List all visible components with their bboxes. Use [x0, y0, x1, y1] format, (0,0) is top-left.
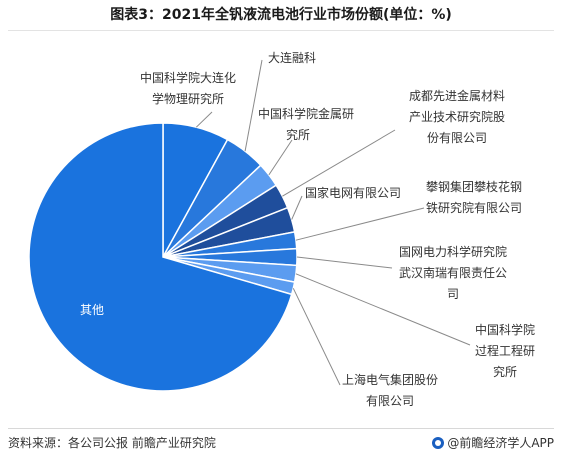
leader-line — [295, 207, 425, 241]
label-pangang: 攀钢集团攀枝花钢 铁研究院有限公司 — [426, 177, 522, 219]
source-note: 资料来源：各公司公报 前瞻产业研究院 — [8, 436, 216, 450]
label-line: 产业技术研究院股 — [408, 110, 505, 124]
label-line: 有限公司 — [365, 394, 414, 408]
label-line: 国网电力科学研究院 — [398, 245, 507, 259]
label-line: 武汉南瑞有限责任公 — [398, 266, 507, 280]
leader-line — [195, 111, 213, 128]
label-dalian-chem: 中国科学院大连化 学物理研究所 — [128, 68, 248, 110]
label-line: 究所 — [286, 128, 311, 142]
label-line: 份有限公司 — [426, 131, 487, 145]
label-line: 司 — [446, 287, 459, 301]
label-line: 国家电网有限公司 — [305, 186, 402, 200]
leader-line — [295, 273, 471, 346]
chart-title: 图表3：2021年全钒液流电池行业市场份额(单位：%) — [110, 7, 452, 23]
label-line: 中国科学院 — [474, 323, 535, 337]
leader-line — [268, 139, 293, 176]
brand-logo-icon — [432, 436, 445, 449]
brand-credit: @前瞻经济学人APP — [432, 434, 554, 451]
label-nari: 国网电力科学研究院 武汉南瑞有限责任公 司 — [388, 242, 518, 305]
label-chengdu: 成都先进金属材料 产业技术研究院股 份有限公司 — [392, 86, 522, 149]
leader-line — [282, 129, 396, 197]
label-process: 中国科学院 过程工程研 究所 — [470, 320, 540, 383]
label-line: 铁研究院有限公司 — [426, 201, 523, 215]
slice-other — [28, 122, 293, 392]
label-line: 中国科学院大连化 — [139, 71, 236, 85]
label-line: 过程工程研 — [474, 344, 535, 358]
label-line: 中国科学院金属研 — [258, 107, 355, 121]
label-other: 其他 — [80, 300, 104, 321]
leader-line — [292, 288, 341, 386]
leader-line — [296, 256, 393, 269]
label-shanghai: 上海电气集团股份 有限公司 — [330, 370, 450, 412]
label-line: 上海电气集团股份 — [341, 373, 438, 387]
label-grid: 国家电网有限公司 — [305, 183, 401, 204]
label-line: 学物理研究所 — [151, 92, 224, 106]
footer-divider — [8, 428, 554, 429]
label-line: 成都先进金属材料 — [408, 89, 505, 103]
title-divider — [8, 30, 554, 31]
label-line: 攀钢集团攀枝花钢 — [426, 180, 523, 194]
leader-line — [244, 59, 263, 152]
leader-line — [291, 195, 303, 220]
label-line: 大连融科 — [268, 51, 317, 65]
brand-text: @前瞻经济学人APP — [447, 436, 554, 450]
label-line: 其他 — [80, 303, 105, 317]
label-metal: 中国科学院金属研 究所 — [258, 104, 354, 146]
label-line: 究所 — [492, 365, 517, 379]
label-rongke: 大连融科 — [268, 48, 316, 69]
